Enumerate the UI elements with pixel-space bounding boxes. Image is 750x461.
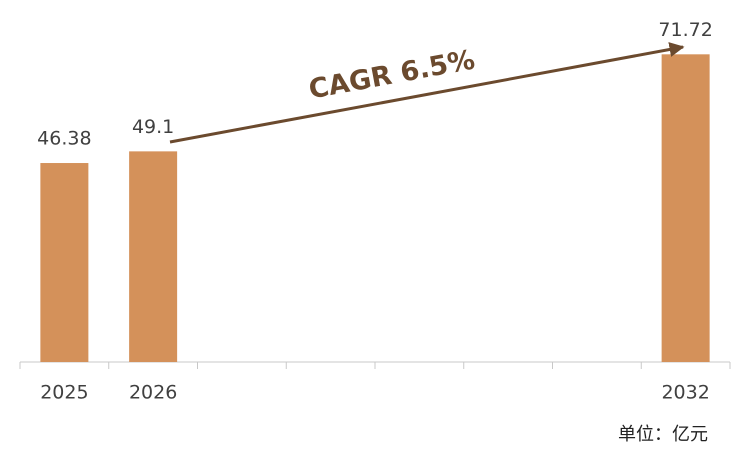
x-tick-label: 2026 [129,382,177,404]
x-tick-label: 2032 [661,382,709,404]
x-tick-label: 2025 [40,382,88,404]
bar [129,151,178,362]
cagr-annotation: CAGR 6.5% [306,44,477,105]
data-label: 46.38 [37,128,91,150]
data-label: 71.72 [658,19,712,41]
cagr-arrow [169,42,685,144]
bar [40,163,89,362]
unit-label: 单位：亿元 [618,424,708,445]
bar [661,54,710,363]
data-label: 49.1 [132,116,174,138]
